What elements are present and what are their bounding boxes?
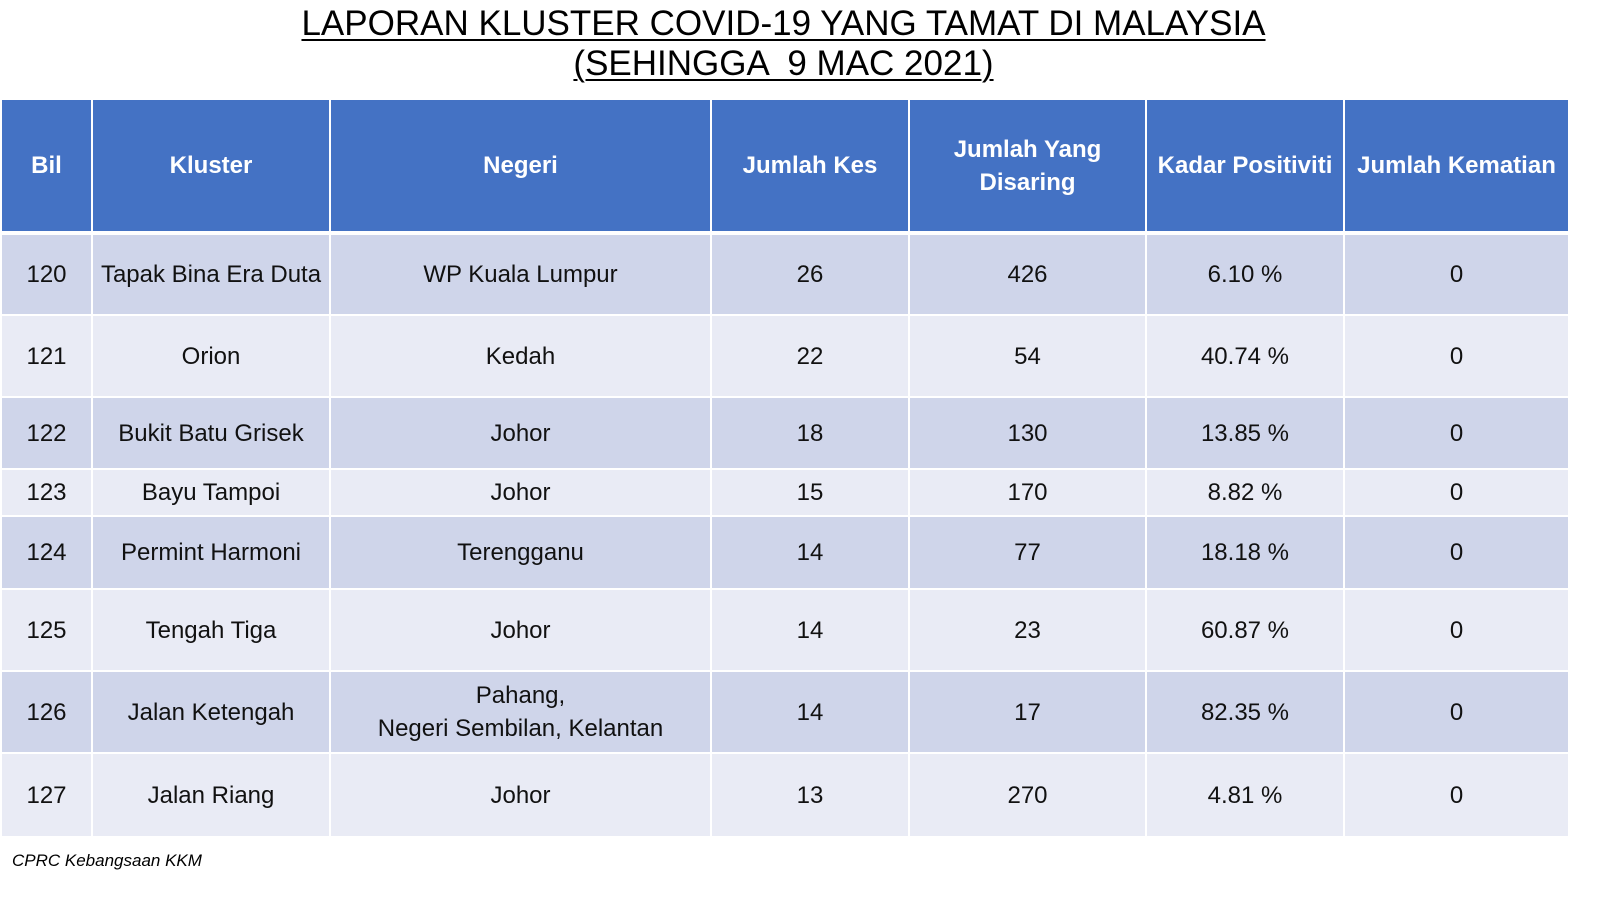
cell-negeri: Kedah [329,315,712,398]
cell-kluster: Tapak Bina Era Duta [91,233,331,316]
header-bil: Bil [0,100,93,235]
cell-jumlah-disaring: 170 [908,469,1147,517]
cell-bil: 122 [0,397,93,470]
table-row: 127 Jalan Riang Johor 13 270 4.81 % 0 [0,753,1570,838]
cell-bil: 126 [0,671,93,754]
cell-bil: 123 [0,469,93,517]
cell-jumlah-kes: 14 [710,671,910,754]
cell-jumlah-disaring: 270 [908,753,1147,838]
cell-kadar-positiviti: 40.74 % [1145,315,1345,398]
cell-jumlah-kematian: 0 [1343,233,1570,316]
header-jumlah-disaring-line2: Disaring [979,168,1076,196]
table-row: 123 Bayu Tampoi Johor 15 170 8.82 % 0 [0,469,1570,517]
cell-kadar-positiviti: 4.81 % [1145,753,1345,838]
cell-jumlah-kes: 14 [710,516,910,590]
header-kadar-positiviti: Kadar Positiviti [1145,100,1345,235]
header-jumlah-kes: Jumlah Kes [710,100,910,235]
cell-kadar-positiviti: 6.10 % [1145,233,1345,316]
cell-kadar-positiviti: 82.35 % [1145,671,1345,754]
cell-negeri: Johor [329,589,712,672]
cell-negeri: Johor [329,469,712,517]
cell-jumlah-kematian: 0 [1343,397,1570,470]
cell-kluster: Bukit Batu Grisek [91,397,331,470]
cell-kadar-positiviti: 13.85 % [1145,397,1345,470]
cell-negeri: Johor [329,753,712,838]
cell-bil: 121 [0,315,93,398]
table-row: 126 Jalan Ketengah Pahang, Negeri Sembil… [0,671,1570,754]
cell-jumlah-kematian: 0 [1343,469,1570,517]
cluster-table: Bil Kluster Negeri Jumlah Kes Jumlah Yan… [0,100,1570,838]
table-row: 121 Orion Kedah 22 54 40.74 % 0 [0,315,1570,398]
cell-bil: 120 [0,233,93,316]
cell-kluster: Permint Harmoni [91,516,331,590]
header-jumlah-kematian: Jumlah Kematian [1343,100,1570,235]
cell-negeri: Terengganu [329,516,712,590]
cell-jumlah-kematian: 0 [1343,516,1570,590]
header-jumlah-disaring-line1: Jumlah Yang [953,135,1102,163]
table-header: Bil Kluster Negeri Jumlah Kes Jumlah Yan… [0,100,1570,235]
report-title-line2: (SEHINGGA 9 MAC 2021) [573,44,994,83]
table-body: 120 Tapak Bina Era Duta WP Kuala Lumpur … [0,233,1570,838]
cell-kadar-positiviti: 60.87 % [1145,589,1345,672]
header-negeri: Negeri [329,100,712,235]
report-title: LAPORAN KLUSTER COVID-19 YANG TAMAT DI M… [0,4,1567,84]
cell-kluster: Orion [91,315,331,398]
cell-bil: 125 [0,589,93,672]
cell-jumlah-kematian: 0 [1343,589,1570,672]
table-row: 125 Tengah Tiga Johor 14 23 60.87 % 0 [0,589,1570,672]
header-jumlah-disaring: Jumlah Yang Disaring [908,100,1147,235]
cell-jumlah-kematian: 0 [1343,315,1570,398]
table-row: 120 Tapak Bina Era Duta WP Kuala Lumpur … [0,233,1570,316]
cell-kluster: Jalan Riang [91,753,331,838]
cell-jumlah-kematian: 0 [1343,753,1570,838]
cell-negeri: Johor [329,397,712,470]
header-row: Bil Kluster Negeri Jumlah Kes Jumlah Yan… [0,100,1570,235]
cell-kluster: Tengah Tiga [91,589,331,672]
cell-jumlah-disaring: 130 [908,397,1147,470]
cell-bil: 124 [0,516,93,590]
cell-jumlah-disaring: 54 [908,315,1147,398]
cell-jumlah-kes: 14 [710,589,910,672]
cell-jumlah-disaring: 426 [908,233,1147,316]
cell-negeri-line1: Pahang, [475,682,566,709]
cell-negeri: WP Kuala Lumpur [329,233,712,316]
cell-jumlah-disaring: 77 [908,516,1147,590]
cell-jumlah-disaring: 17 [908,671,1147,754]
cell-bil: 127 [0,753,93,838]
cell-jumlah-kes: 22 [710,315,910,398]
cell-kluster: Bayu Tampoi [91,469,331,517]
cell-jumlah-disaring: 23 [908,589,1147,672]
cell-jumlah-kes: 26 [710,233,910,316]
header-kluster: Kluster [91,100,331,235]
table-row: 122 Bukit Batu Grisek Johor 18 130 13.85… [0,397,1570,470]
report-title-line1: LAPORAN KLUSTER COVID-19 YANG TAMAT DI M… [301,4,1266,43]
table-row: 124 Permint Harmoni Terengganu 14 77 18.… [0,516,1570,590]
cell-jumlah-kes: 18 [710,397,910,470]
cell-jumlah-kes: 15 [710,469,910,517]
cell-jumlah-kematian: 0 [1343,671,1570,754]
cell-jumlah-kes: 13 [710,753,910,838]
cell-kadar-positiviti: 8.82 % [1145,469,1345,517]
cell-negeri-line2: Negeri Sembilan, Kelantan [377,715,664,742]
cell-negeri: Pahang, Negeri Sembilan, Kelantan [329,671,712,754]
source-footnote: CPRC Kebangsaan KKM [12,851,202,870]
cell-kluster: Jalan Ketengah [91,671,331,754]
cell-kadar-positiviti: 18.18 % [1145,516,1345,590]
